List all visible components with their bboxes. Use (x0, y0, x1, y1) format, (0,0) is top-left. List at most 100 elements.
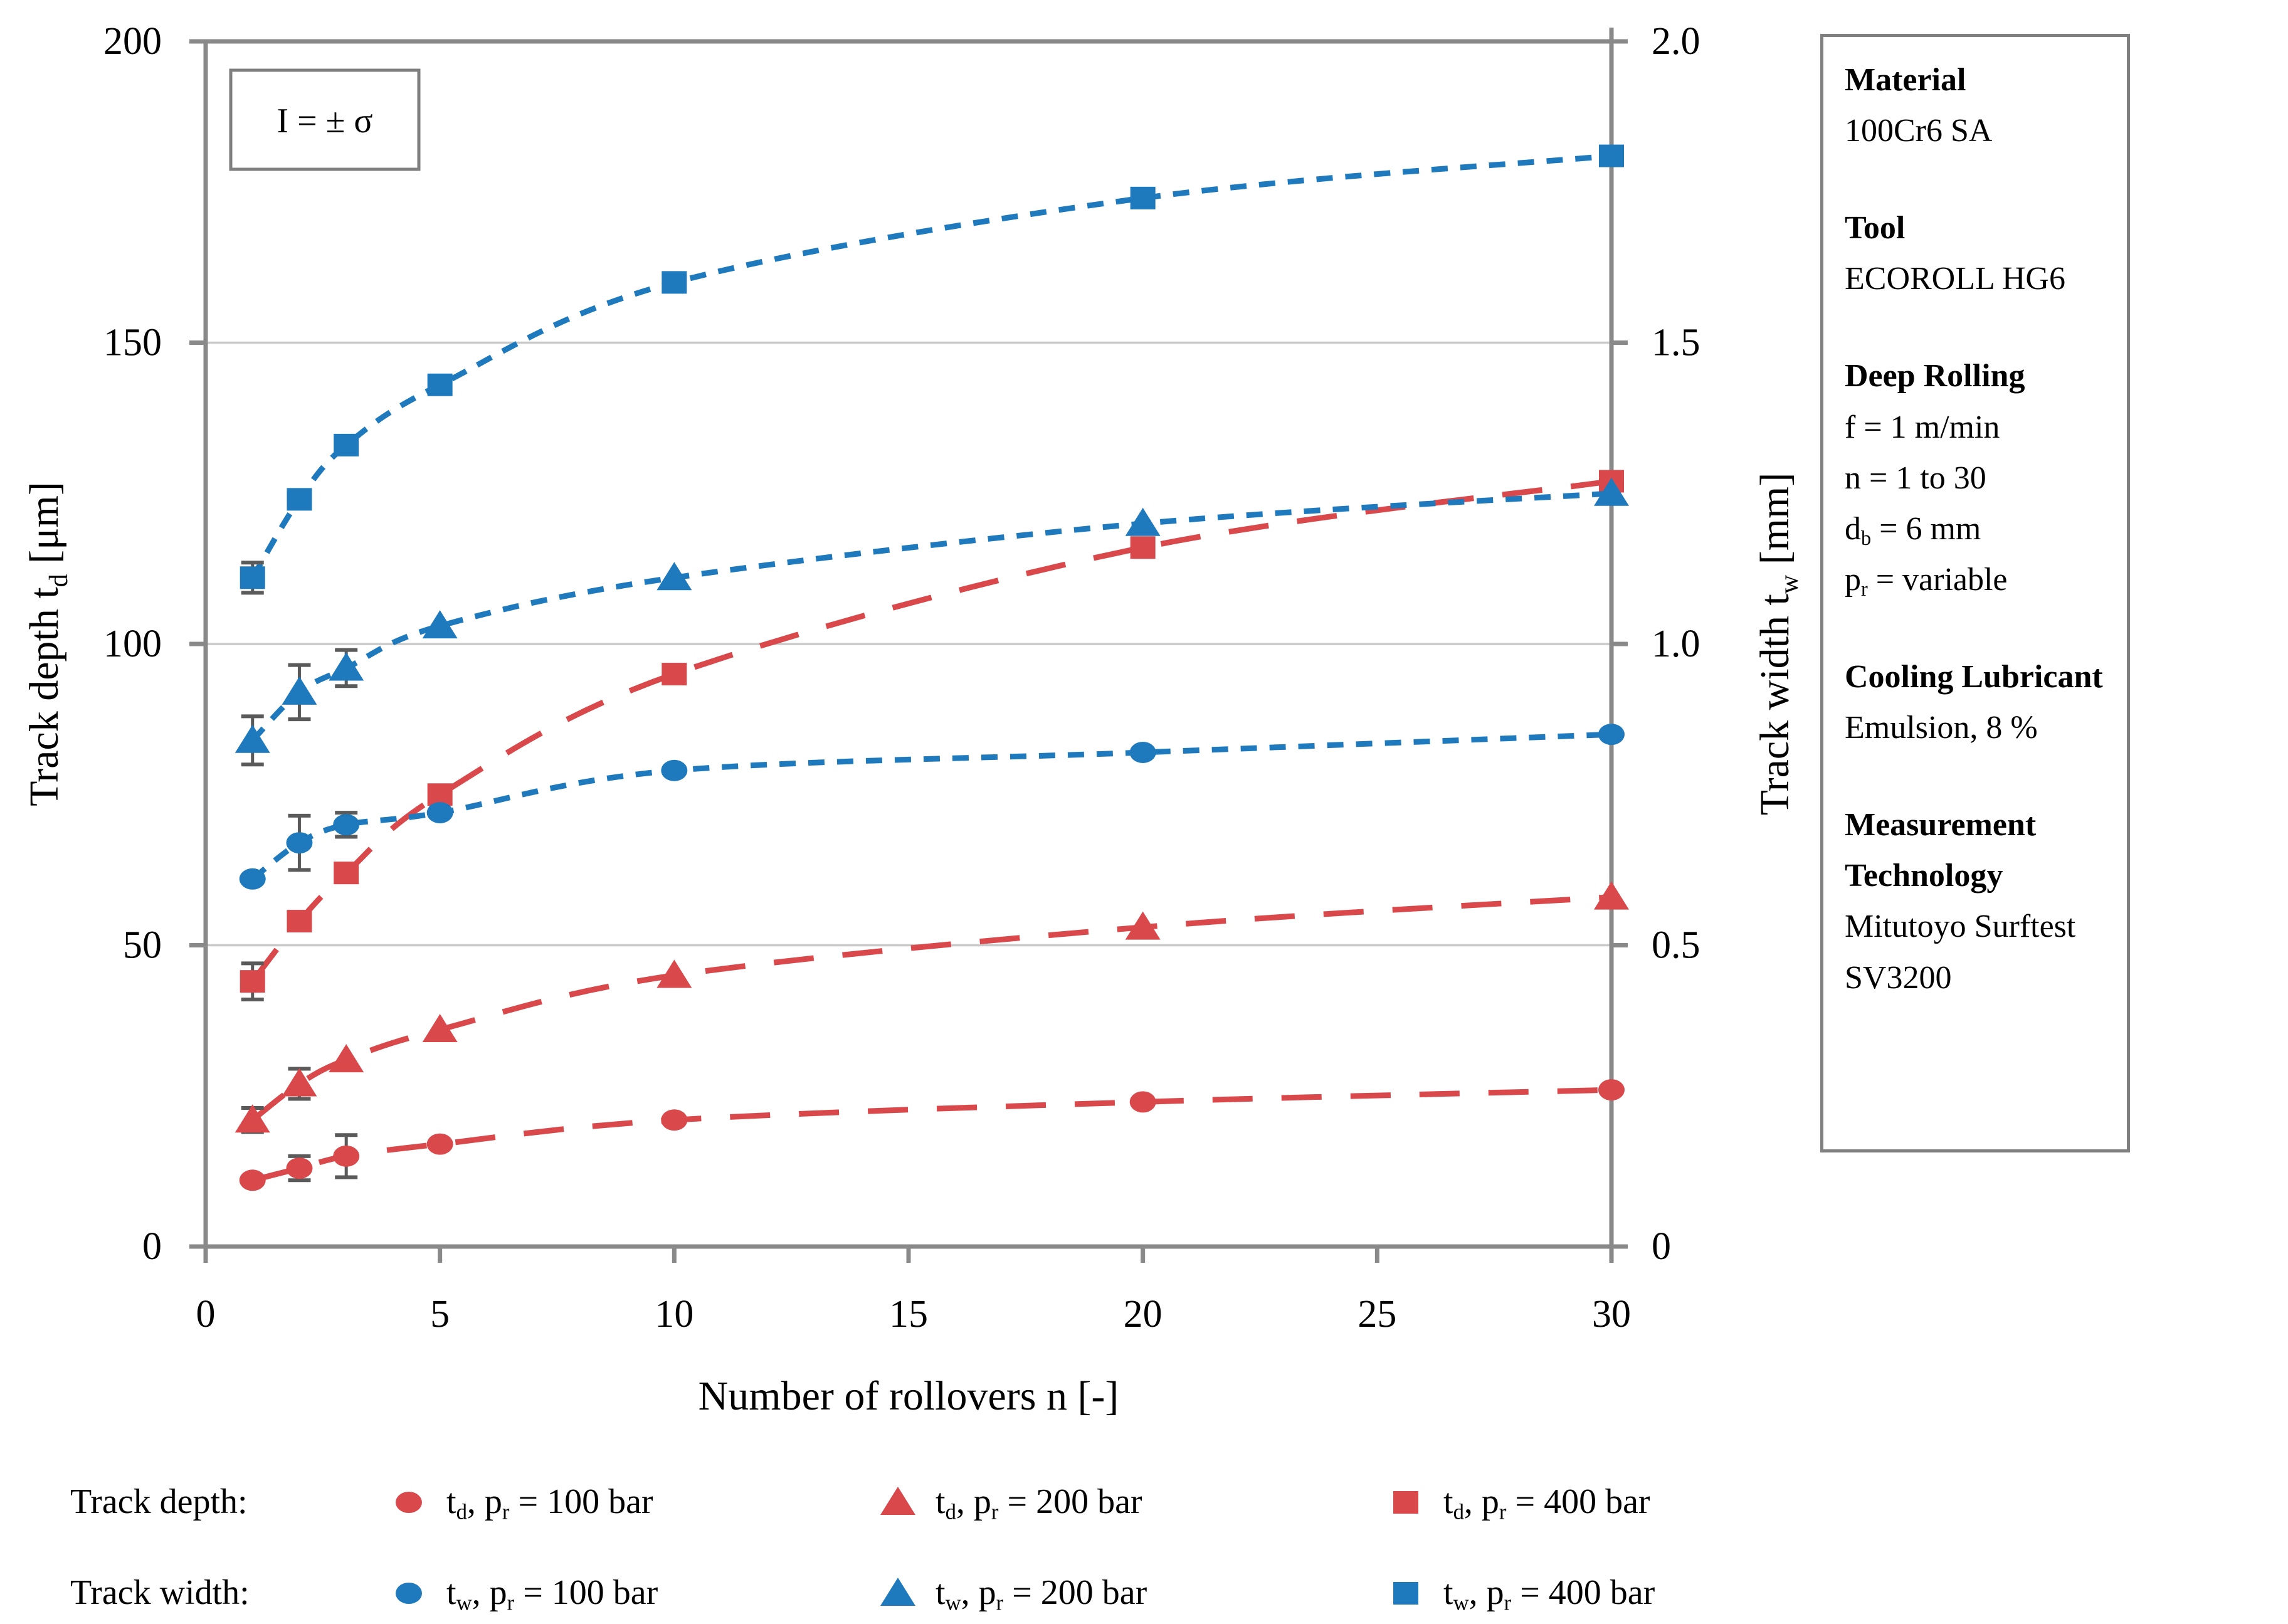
triangle-marker (235, 1104, 270, 1133)
series-line (250, 478, 1612, 983)
circle-marker (1598, 724, 1625, 746)
y-left-tick-label: 0 (142, 1225, 162, 1268)
triangle-marker (235, 724, 270, 753)
y-left-tick-label: 200 (103, 20, 162, 63)
legend-item: td, pr = 200 bar (879, 1482, 1142, 1522)
sigma-annotation-box (229, 68, 421, 171)
y-right-tick-label: 0.5 (1652, 924, 1700, 967)
info-line: Emulsion, 8 % (1845, 710, 2038, 746)
info-section-title: Measurement Technology (1845, 807, 2037, 894)
info-section-title: Cooling Lubricant (1845, 658, 2103, 695)
circle-marker (239, 1169, 266, 1191)
circle-marker (661, 759, 688, 781)
circle-marker (426, 802, 453, 824)
circle-legend-marker (396, 1582, 422, 1604)
legend-row: Track depth: td, pr = 100 bar td, pr = 200… (0, 1456, 1818, 1547)
info-section-title: Tool (1845, 210, 1906, 246)
series-tw_pr400 (240, 144, 1624, 595)
legend-item-label: td, pr = 400 bar (1443, 1482, 1650, 1524)
x-tick-label: 20 (1124, 1293, 1162, 1336)
x-tick-label: 15 (889, 1293, 928, 1336)
x-tick-label: 5 (430, 1293, 450, 1336)
triangle-legend-marker-icon (880, 1577, 915, 1606)
triangle-marker (1594, 881, 1629, 910)
circle-marker (1598, 1079, 1625, 1101)
legend-item-label: tw, pr = 100 bar (446, 1573, 658, 1615)
square-marker (240, 970, 265, 993)
series-tw_pr200 (235, 477, 1629, 767)
x-axis-title: Number of rollovers n [-] (699, 1373, 1119, 1419)
y-left-tick-label: 150 (103, 322, 162, 364)
circle-marker (286, 832, 313, 854)
info-section: Material 100Cr6 SA (1845, 55, 2106, 156)
info-section: Deep Rolling f = 1 m/min n = 1 to 30 db = 6… (1845, 351, 2106, 605)
legend-item: tw, pr = 400 bar (1387, 1573, 1655, 1613)
series-line (251, 1087, 1612, 1183)
info-section-title: Deep Rolling (1845, 358, 2025, 394)
info-section: Cooling Lubricant Emulsion, 8 % (1845, 651, 2106, 753)
square-marker (1599, 144, 1624, 167)
y-left-axis-title: Track depth td [μm] (21, 482, 73, 806)
square-legend-marker-icon (1393, 1490, 1418, 1514)
y-right-tick-label: 1.5 (1652, 322, 1700, 364)
info-line: SV3200 (1845, 959, 1952, 996)
info-section-title: Material (1845, 62, 1966, 98)
info-line: db = 6 mm (1845, 510, 1981, 549)
info-line: pr = variable (1845, 561, 2008, 600)
y-left-tick-label: 100 (103, 623, 162, 665)
square-legend-marker (1393, 1490, 1418, 1514)
circle-marker (426, 1133, 453, 1155)
square-marker (287, 910, 312, 933)
square-marker (1130, 186, 1156, 209)
triangle-marker (1125, 911, 1161, 940)
square-marker (1130, 536, 1156, 559)
series-line (250, 731, 1612, 882)
x-tick-label: 0 (196, 1293, 216, 1336)
legend-item-label: tw, pr = 400 bar (1443, 1573, 1655, 1615)
legend-item: tw, pr = 100 bar (390, 1573, 658, 1613)
experiment-info-panel: Material 100Cr6 SA Tool ECOROLL HG6 Deep Rol… (1820, 34, 2130, 1152)
square-marker (240, 566, 265, 589)
circle-legend-marker-icon (396, 1582, 422, 1604)
square-marker (662, 271, 687, 294)
chart-legend: Track depth: td, pr = 100 bar td, pr = 200… (0, 1456, 1818, 1624)
triangle-legend-marker (880, 1577, 915, 1606)
series-td_pr400 (240, 470, 1624, 1001)
series-tw_pr100 (239, 724, 1625, 890)
series-line (250, 894, 1612, 1122)
triangle-marker (656, 959, 692, 988)
legend-item: td, pr = 100 bar (390, 1482, 653, 1522)
triangle-marker (282, 676, 317, 705)
circle-marker (1129, 1091, 1156, 1113)
y-right-tick-label: 1.0 (1652, 623, 1700, 665)
triangle-marker (422, 1014, 458, 1043)
legend-row-label: Track width: (70, 1573, 250, 1612)
info-line: ECOROLL HG6 (1845, 261, 2065, 297)
legend-item-label: td, pr = 200 bar (936, 1482, 1142, 1524)
series-line (250, 490, 1612, 742)
x-tick-label: 10 (655, 1293, 693, 1336)
legend-item-label: td, pr = 100 bar (446, 1482, 653, 1524)
info-line: n = 1 to 30 (1845, 460, 1986, 496)
square-marker (287, 488, 312, 511)
circle-marker (1129, 741, 1156, 763)
legend-row-label: Track depth: (70, 1482, 248, 1521)
square-marker (334, 862, 359, 885)
circle-legend-marker (396, 1491, 422, 1513)
y-right-tick-label: 0 (1652, 1225, 1671, 1268)
circle-marker (239, 868, 266, 890)
triangle-legend-marker (880, 1486, 915, 1515)
circle-marker (661, 1109, 688, 1131)
square-marker (427, 373, 453, 396)
triangle-legend-marker-icon (880, 1486, 915, 1515)
x-tick-label: 25 (1358, 1293, 1396, 1336)
triangle-marker (329, 652, 364, 681)
triangle-marker (1594, 477, 1629, 506)
info-section: Measurement Technology Mitutoyo Surftest S… (1845, 799, 2106, 1003)
square-marker (662, 663, 687, 686)
circle-marker (333, 814, 360, 836)
info-section: Tool ECOROLL HG6 (1845, 203, 2106, 304)
x-tick-label: 30 (1592, 1293, 1631, 1336)
